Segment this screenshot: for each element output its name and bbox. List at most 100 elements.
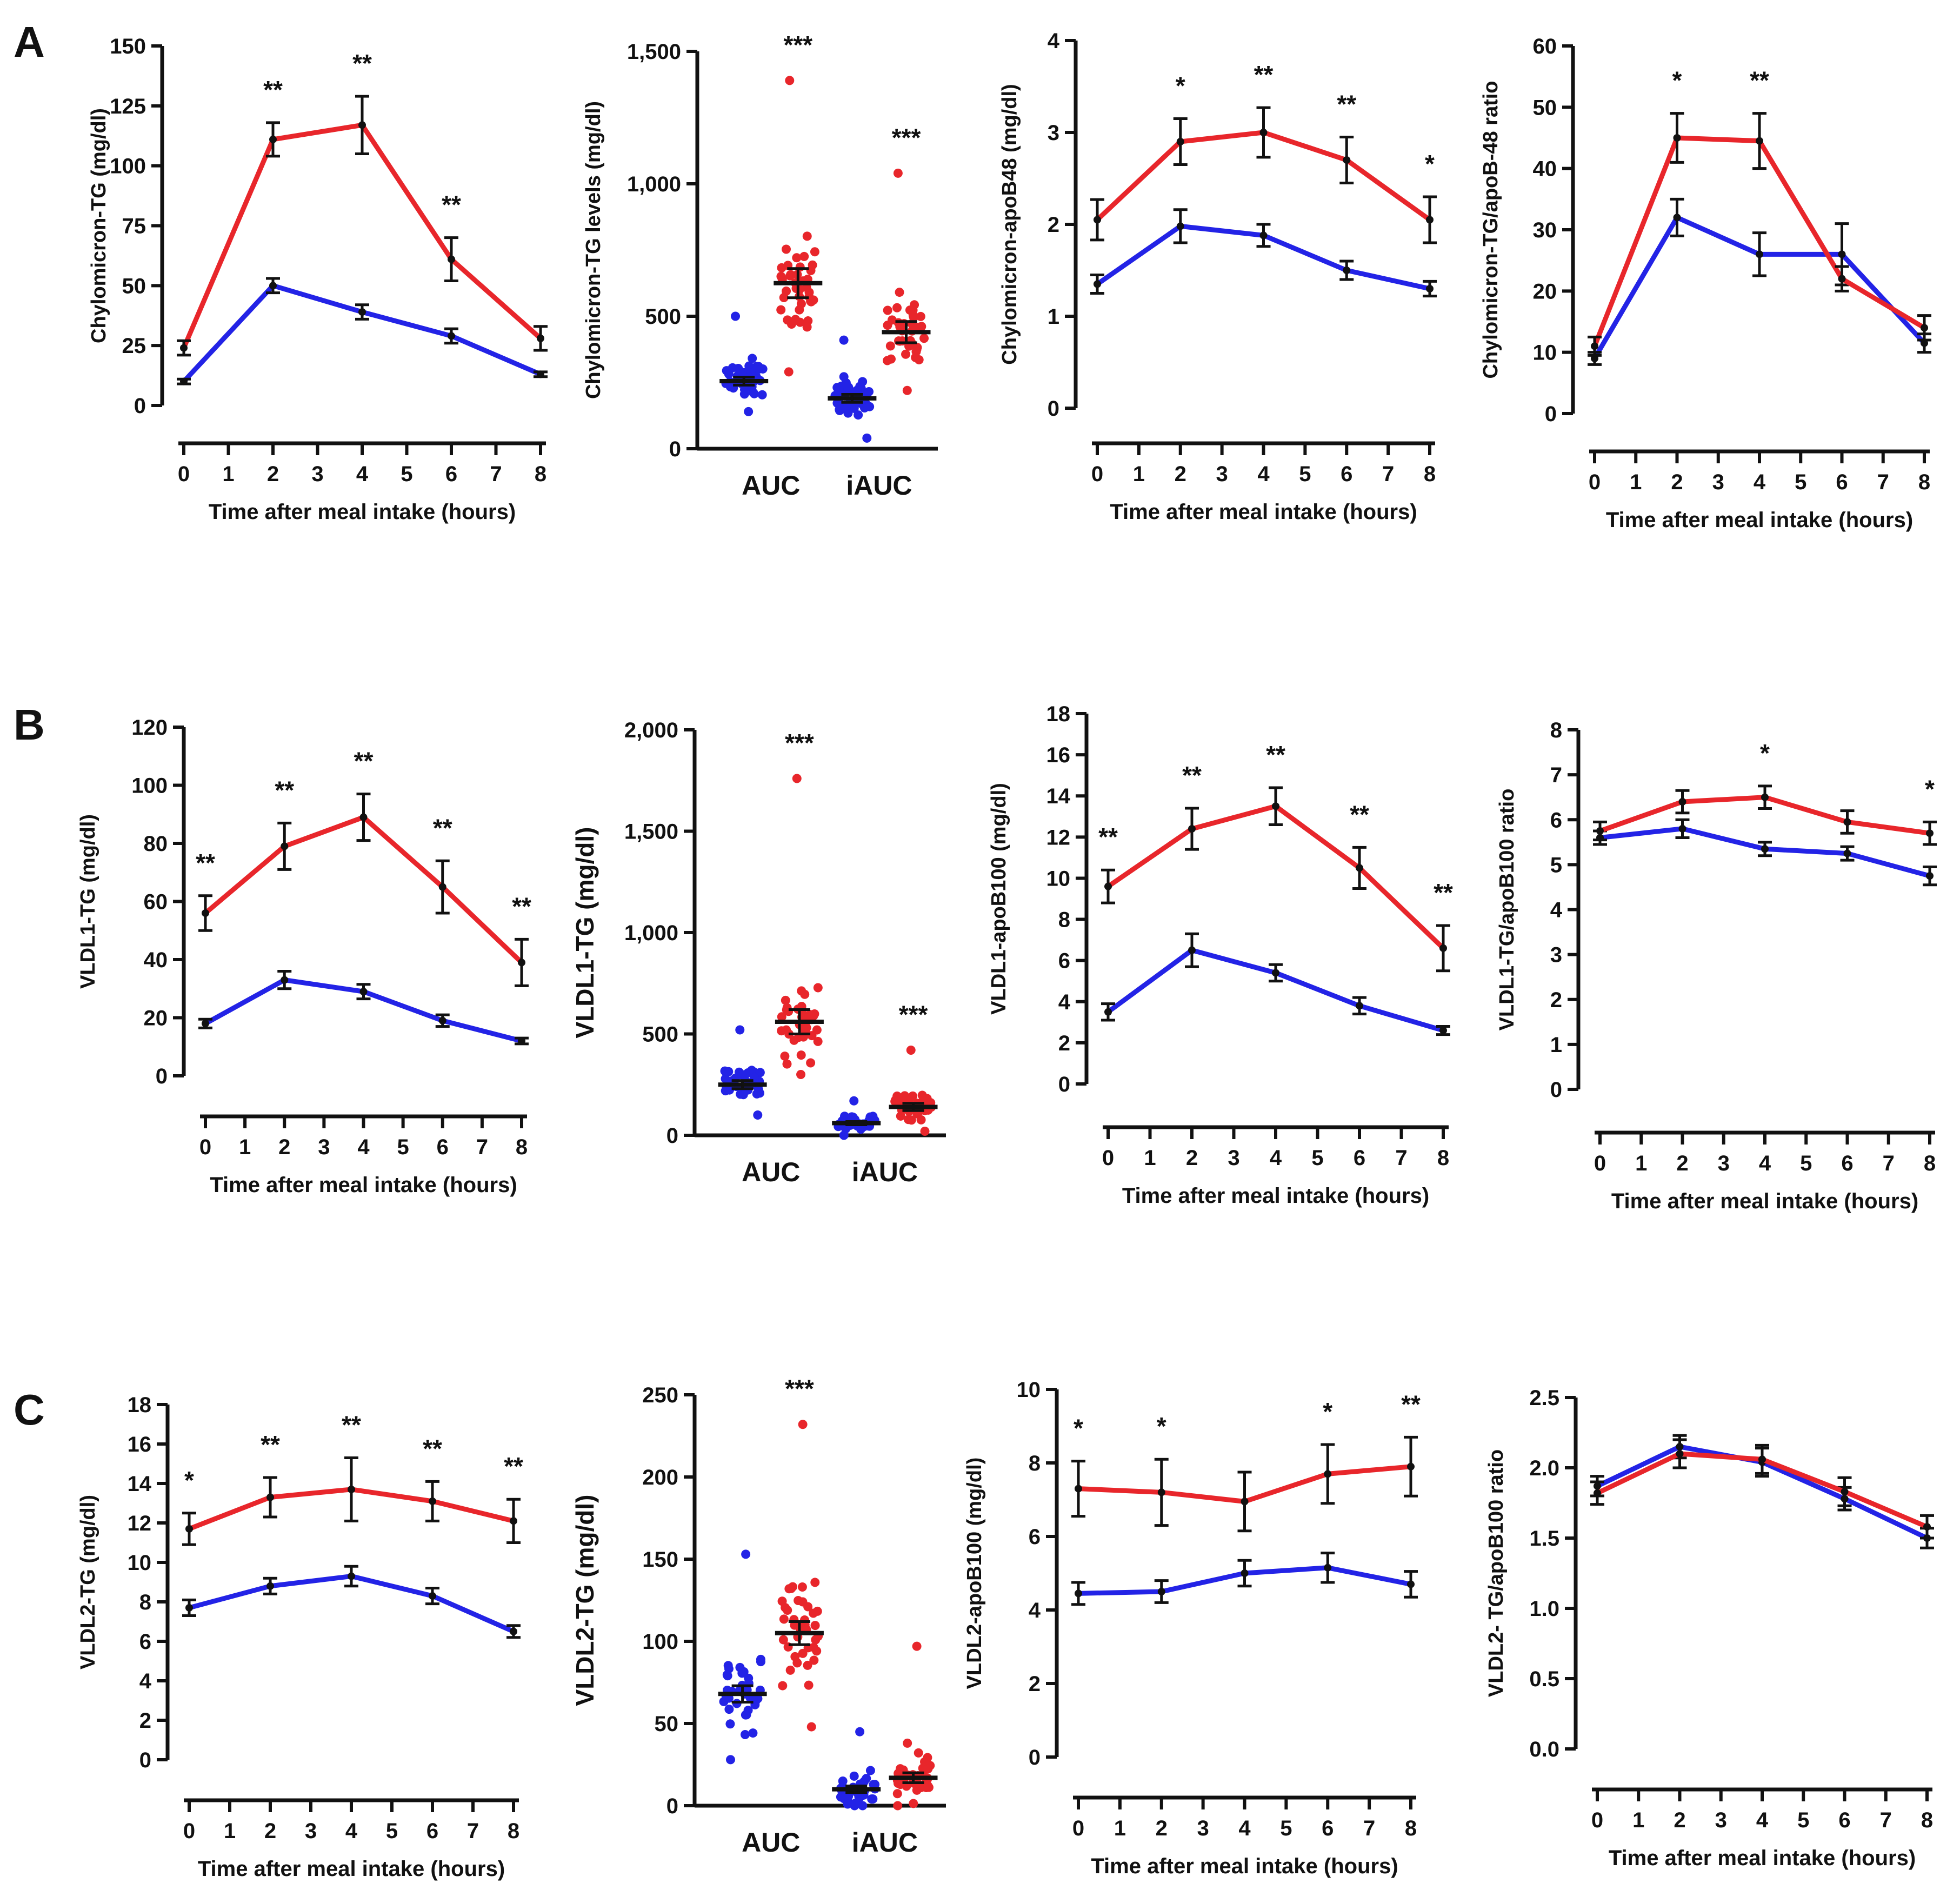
scatter-point-red (777, 1012, 786, 1022)
scatter-point-red (794, 1596, 803, 1606)
y-axis-label: VLDL1-TG/apoB100 ratio (1496, 789, 1518, 1031)
x-tick-label: 4 (1270, 1146, 1282, 1170)
scatter-point-red (813, 983, 823, 993)
scatter-point-blue (844, 382, 854, 392)
y-tick-label: 1,500 (624, 820, 678, 844)
data-point-red (185, 1525, 193, 1533)
scatter-point-blue (844, 1792, 854, 1801)
x-tick-label: 7 (1382, 462, 1394, 486)
scatter-point-red (796, 1070, 806, 1079)
data-point-blue (185, 1603, 193, 1612)
x-tick-label: 4 (1756, 1808, 1769, 1832)
x-tick-label: 1 (224, 1819, 236, 1843)
scatter-point-red (792, 1658, 802, 1668)
chart-a3: 0 1 2 3 4 Chylomicron-apoB48 (mg/dl) 0 1 2 3 4 5 6 7 8… (998, 29, 1437, 524)
y-tick-label: 40 (144, 948, 168, 972)
x-tick-label: 5 (386, 1819, 398, 1843)
x-tick-label: 5 (1797, 1808, 1809, 1832)
y-tick-label: 2 (1058, 1032, 1070, 1055)
significance-star: * (1323, 1398, 1332, 1426)
y-axis-label: VLDL1-TG (mg/dl) (77, 814, 99, 989)
scatter-point-blue (731, 311, 741, 321)
significance-star: * (1074, 1414, 1083, 1442)
scatter-point-blue (756, 1654, 765, 1664)
scatter-point-blue (849, 1771, 859, 1781)
y-tick-label: 0 (139, 1748, 151, 1772)
y-tick-label: 100 (131, 774, 168, 798)
data-point-blue (1426, 285, 1434, 292)
x-tick-label: 0 (1091, 462, 1103, 486)
panel-label-c: C (14, 1386, 45, 1434)
data-point-red (1926, 829, 1934, 837)
scatter-point-red (809, 1608, 818, 1618)
scatter-point-blue (738, 1090, 748, 1100)
scatter-point-red (895, 288, 904, 297)
x-tick-label: 4 (1759, 1152, 1771, 1175)
y-tick-label: 2 (1048, 213, 1059, 237)
scatter-point-red (810, 1621, 820, 1631)
scatter-point-blue (739, 385, 749, 395)
significance-star: ** (1098, 823, 1118, 851)
data-point-blue (1761, 845, 1769, 853)
y-tick-label: 12 (1046, 826, 1071, 849)
scatter-point-red (911, 347, 921, 356)
scatter-point-blue (841, 404, 851, 414)
scatter-point-blue (725, 1719, 735, 1729)
series-line-blue (1106, 948, 1444, 1033)
significance-star: * (1760, 739, 1770, 767)
y-tick-label: 2,000 (624, 718, 678, 742)
data-point-red (1838, 275, 1846, 283)
scatter-point-red (885, 341, 895, 351)
x-tick-label: 0 (1102, 1146, 1114, 1170)
data-point-red (1343, 156, 1351, 164)
y-tick-label: 16 (1046, 743, 1071, 767)
x-tick-label: 6 (1322, 1816, 1334, 1840)
scatter-point-red (923, 1781, 933, 1791)
x-axis-label: Time after meal intake (hours) (1611, 1189, 1918, 1213)
data-point-red (1594, 1489, 1601, 1497)
y-tick-label: 40 (1533, 157, 1557, 181)
x-tick-label: 6 (1354, 1146, 1365, 1170)
category-label-auc: AUC (742, 1157, 800, 1187)
data-point-red (1596, 827, 1604, 835)
y-tick-label: 3 (1048, 121, 1059, 145)
y-tick-label: 500 (642, 1023, 678, 1047)
scatter-point-red (782, 244, 791, 254)
scatter-point-blue (839, 372, 849, 382)
y-tick-label: 1 (1048, 305, 1059, 329)
y-tick-label: 10 (1046, 867, 1071, 890)
x-tick-label: 4 (345, 1819, 358, 1843)
chart-b1: 0 20 40 60 80 100 120 VLDL1-TG (mg/dl) 0 1 2 3 4 5 6 7 8… (77, 716, 531, 1197)
y-tick-label: 0.0 (1529, 1738, 1559, 1761)
x-tick-label: 0 (1591, 1808, 1603, 1832)
x-tick-label: 0 (178, 462, 190, 486)
x-tick-label: 3 (305, 1819, 317, 1843)
significance-star: *** (899, 1001, 928, 1029)
x-tick-label: 5 (1795, 470, 1806, 494)
scatter-point-red (920, 1127, 930, 1136)
data-point-blue (1157, 1588, 1165, 1595)
x-tick-label: 7 (467, 1819, 479, 1843)
x-tick-label: 3 (1715, 1808, 1727, 1832)
x-tick-label: 7 (476, 1135, 488, 1159)
scatter-point-blue (744, 361, 754, 371)
x-tick-label: 7 (1880, 1808, 1892, 1832)
scatter-point-red (800, 1615, 810, 1625)
y-tick-label: 4 (1029, 1599, 1041, 1622)
data-point-red (1188, 825, 1196, 833)
data-point-red (1407, 1462, 1415, 1470)
significance-star: ** (423, 1434, 442, 1462)
chart-c2: 0 50 100 150 200 250 VLDL2-TG (mg/dl) AUC iAUC **… (571, 1375, 946, 1858)
x-tick-label: 0 (1072, 1816, 1084, 1840)
scatter-point-blue (757, 390, 767, 400)
data-point-red (1591, 342, 1598, 350)
y-tick-label: 50 (122, 274, 146, 298)
y-tick-label: 150 (110, 35, 146, 58)
data-point-blue (358, 308, 366, 316)
significance-star: *** (783, 31, 812, 59)
scatter-point-red (904, 1115, 914, 1124)
scatter-point-blue (741, 1730, 750, 1740)
scatter-point-red (909, 1799, 918, 1808)
scatter-point-red (883, 356, 892, 365)
